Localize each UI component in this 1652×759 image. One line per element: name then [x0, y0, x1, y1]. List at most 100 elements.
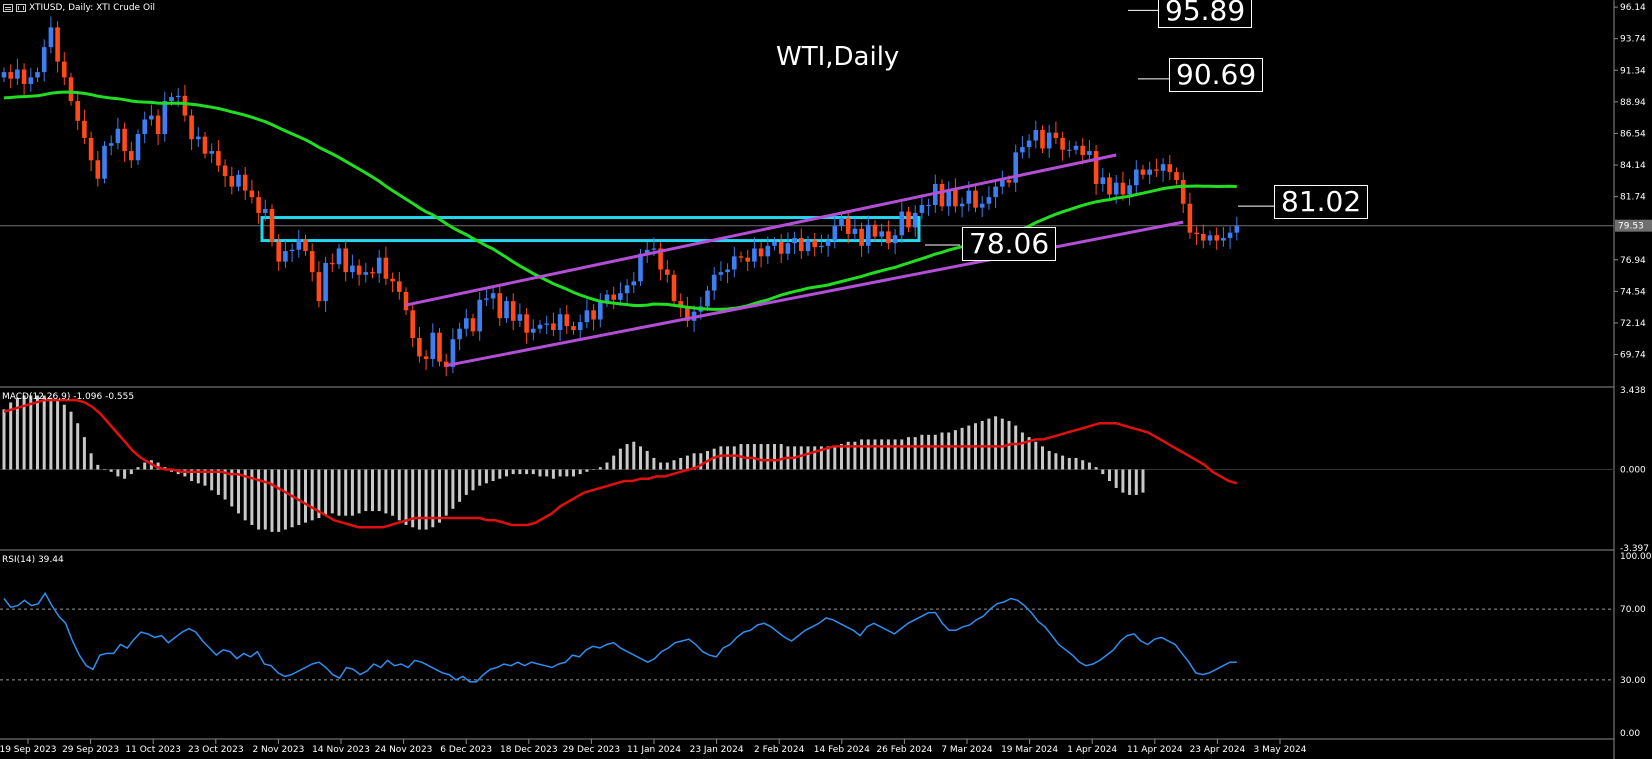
- macd-histogram-bar: [263, 469, 267, 530]
- macd-histogram-bar: [9, 402, 13, 470]
- candle-bear: [276, 241, 281, 262]
- candle-bear: [129, 151, 134, 161]
- macd-histogram-bar: [598, 467, 602, 470]
- y-tick-label: 74.54: [1620, 287, 1646, 297]
- rsi-y-tick-label: 100.00: [1620, 552, 1652, 562]
- y-tick-label: 81.74: [1620, 193, 1646, 203]
- candle-bull: [363, 272, 369, 275]
- candle-bull: [1000, 180, 1005, 187]
- current-price-tick: 79.53: [1618, 222, 1644, 232]
- x-tick-label: 19 Sep 2023: [0, 745, 57, 755]
- macd-y-tick-label: 3.438: [1620, 386, 1646, 396]
- candle-bear: [75, 101, 80, 121]
- x-tick-label: 1 Apr 2024: [1067, 745, 1117, 755]
- macd-histogram-bar: [726, 446, 730, 470]
- candle-bull: [430, 332, 436, 359]
- candle-bear: [611, 294, 616, 300]
- macd-histogram-bar: [833, 446, 837, 470]
- candle-bull: [175, 95, 181, 98]
- candle-bull: [825, 240, 831, 246]
- macd-histogram-bar: [203, 469, 207, 486]
- candle-bear: [812, 240, 817, 248]
- y-tick-label: 93.74: [1620, 35, 1646, 45]
- macd-label: MACD(12,26,9) -1.096 -0.555: [2, 392, 135, 402]
- candle-bull: [577, 322, 583, 331]
- chart-properties-icon[interactable]: [16, 4, 26, 12]
- candle-bear: [859, 228, 864, 246]
- macd-histogram-bar: [672, 460, 676, 470]
- macd-histogram-bar: [371, 469, 374, 512]
- macd-histogram-bar: [444, 469, 448, 516]
- candle-bear: [470, 318, 476, 332]
- candle-bear: [68, 77, 74, 102]
- candle-bear: [62, 61, 67, 78]
- candle-bear: [939, 183, 945, 207]
- macd-histogram-bar: [799, 446, 803, 470]
- candle-bull: [115, 128, 121, 144]
- macd-histogram-bar: [947, 432, 951, 470]
- level-label-78: 78.06: [962, 227, 1057, 261]
- candle-bull: [1127, 185, 1132, 195]
- candle-bull: [1046, 132, 1052, 149]
- macd-histogram-bar: [618, 448, 622, 470]
- macd-histogram-bar: [364, 469, 368, 512]
- moving-average-line: [3, 90, 1237, 311]
- candle-bull: [517, 314, 523, 321]
- chart-menu-icon[interactable]: [3, 4, 13, 12]
- macd-histogram-bar: [679, 457, 683, 470]
- candle-bear: [1180, 180, 1186, 204]
- macd-histogram-bar: [1061, 455, 1065, 470]
- candle-bull: [484, 298, 489, 300]
- candle-bull: [1073, 145, 1079, 150]
- macd-histogram-bar: [491, 469, 495, 482]
- rsi-y-tick-label: 30.00: [1620, 676, 1646, 686]
- rsi-y-tick-label: 70.00: [1620, 605, 1646, 615]
- macd-histogram-bar: [69, 411, 73, 470]
- candle-bear: [1080, 145, 1085, 156]
- macd-histogram-bar: [766, 444, 770, 470]
- candle-bull: [598, 302, 603, 320]
- candle-bear: [356, 265, 362, 275]
- x-tick-label: 7 Mar 2024: [941, 745, 993, 755]
- candle-bear: [1040, 130, 1045, 149]
- candle-bull: [35, 72, 40, 78]
- candle-bear: [417, 337, 422, 357]
- macd-histogram-bar: [853, 441, 857, 470]
- candle-bull: [651, 248, 657, 250]
- macd-histogram-bar: [36, 395, 39, 470]
- macd-histogram-bar: [665, 462, 669, 470]
- macd-histogram-bar: [907, 437, 910, 470]
- macd-histogram-bar: [592, 469, 596, 470]
- candle-bear: [671, 274, 677, 302]
- macd-histogram-bar: [290, 469, 294, 528]
- candle-bull: [785, 243, 791, 254]
- macd-histogram-bar: [565, 469, 569, 477]
- macd-histogram-bar: [89, 453, 93, 470]
- macd-histogram-bar: [511, 469, 515, 475]
- macd-histogram-bar: [953, 430, 957, 470]
- macd-histogram-bar: [1121, 469, 1125, 493]
- candle-bear: [658, 248, 663, 270]
- macd-histogram-bar: [639, 446, 642, 470]
- candle-bull: [209, 151, 214, 154]
- candle-bear: [571, 326, 576, 331]
- candle-bull: [149, 115, 154, 120]
- candle-bear: [182, 95, 188, 116]
- macd-histogram-bar: [880, 439, 884, 470]
- macd-histogram-bar: [846, 441, 850, 470]
- candle-bear: [95, 160, 101, 179]
- x-tick-label: 11 Oct 2023: [125, 745, 181, 755]
- candle-bull: [919, 205, 925, 213]
- candle-bear: [88, 137, 94, 161]
- candle-bear: [397, 281, 402, 292]
- macd-histogram-bar: [551, 469, 555, 479]
- macd-histogram-bar: [578, 469, 582, 475]
- candle-bear: [758, 248, 764, 257]
- candle-bull: [142, 119, 147, 134]
- macd-histogram-bar: [994, 416, 998, 470]
- macd-histogram-bar: [900, 439, 904, 470]
- macd-histogram-bar: [913, 437, 917, 470]
- candle-bear: [229, 176, 235, 187]
- candle-bull: [477, 299, 482, 332]
